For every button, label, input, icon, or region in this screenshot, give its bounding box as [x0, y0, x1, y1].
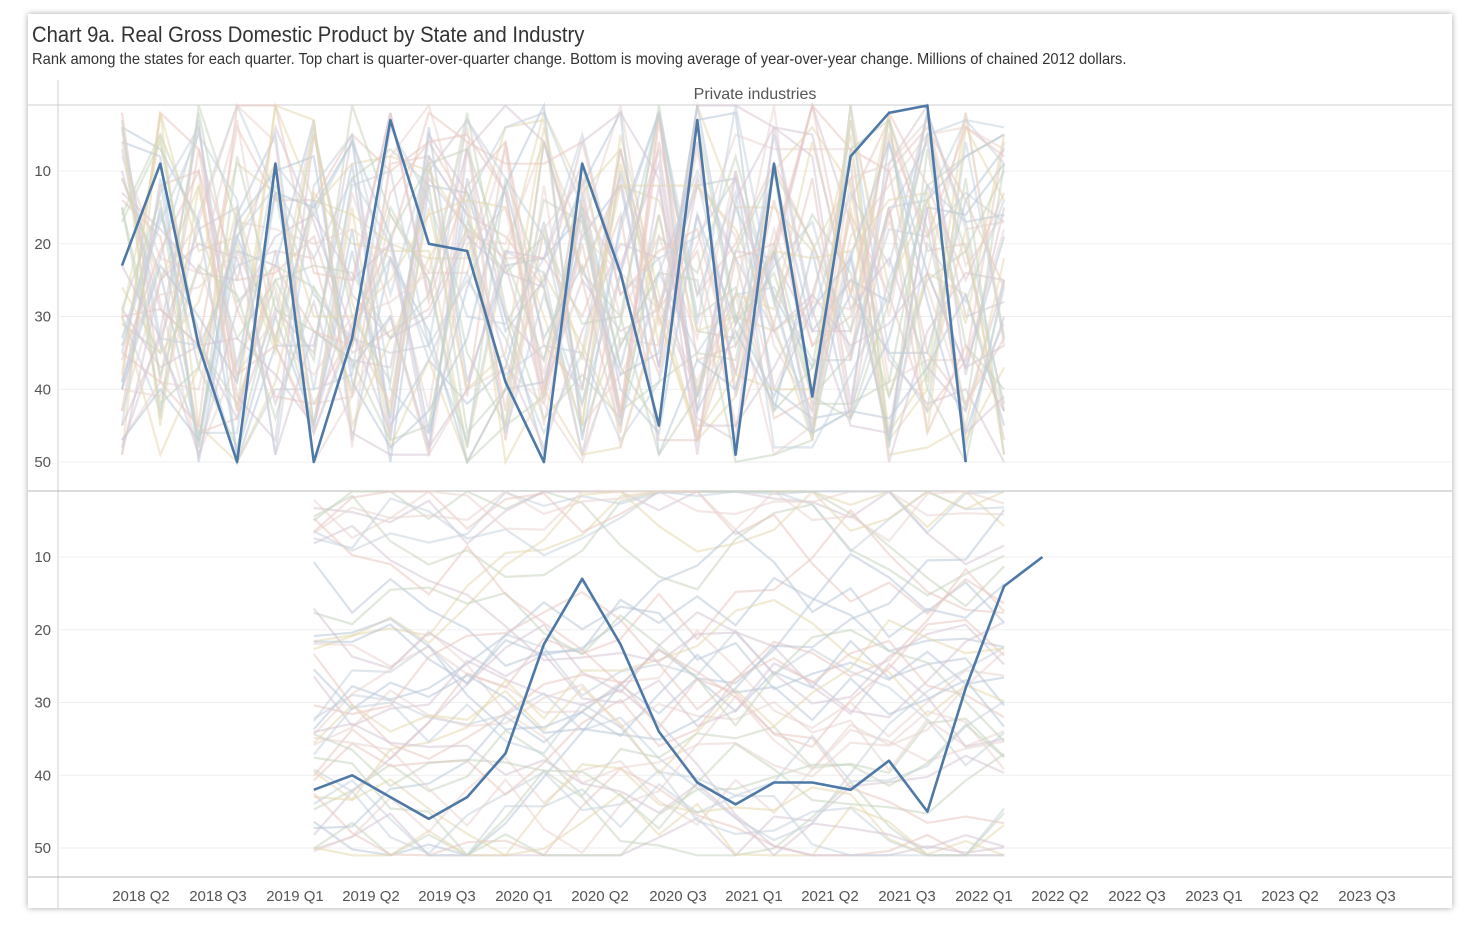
top-background-series-line [120, 127, 1006, 458]
top-y-tick-label: 10 [34, 163, 51, 180]
top-background-series-line [121, 127, 1005, 459]
bottom-background-series-line [313, 590, 1005, 719]
bottom-background-series-line [313, 722, 1005, 857]
top-y-tick-label: 40 [34, 381, 51, 398]
bottom-background-series-line [313, 524, 1005, 705]
x-tick-label: 2023 Q2 [1261, 888, 1319, 905]
bottom-background-series-line [313, 779, 1005, 857]
bottom-background-series-line [313, 723, 1005, 857]
x-tick-label: 2020 Q3 [649, 888, 707, 905]
x-tick-label: 2022 Q1 [955, 888, 1013, 905]
top-background-series-line [121, 104, 1006, 429]
bottom-background-series-line [312, 700, 1005, 797]
top-background-series-line [120, 108, 1005, 455]
bottom-background-series-line [313, 650, 1005, 855]
top-y-tick-label: 50 [34, 454, 51, 471]
chart-title: Chart 9a. Real Gross Domestic Product by… [32, 22, 585, 47]
bottom-background-series-line [312, 618, 1005, 761]
chart-subtitle: Rank among the states for each quarter. … [32, 51, 1127, 68]
x-tick-label: 2021 Q1 [725, 888, 783, 905]
bottom-background-series-line [313, 517, 1005, 825]
top-background-series-line [120, 119, 1006, 429]
top-background-series-line [120, 101, 1006, 441]
x-tick-label: 2021 Q3 [878, 888, 936, 905]
facet-label: Private industries [694, 86, 817, 103]
bottom-y-tick-label: 10 [34, 549, 51, 566]
bottom-y-tick-label: 20 [34, 622, 51, 639]
bottom-highlight-series-line [313, 555, 1044, 821]
x-tick-label: 2020 Q1 [495, 888, 553, 905]
bottom-background-series-line [313, 552, 1005, 857]
bottom-background-series-line [313, 490, 1005, 597]
bottom-y-tick-label: 50 [34, 840, 51, 857]
x-tick-label: 2023 Q1 [1185, 888, 1243, 905]
x-tick-label: 2018 Q3 [189, 888, 247, 905]
bottom-y-tick-label: 30 [34, 695, 51, 712]
bottom-background-series-line [313, 733, 1005, 831]
bottom-background-series-line [313, 618, 1005, 776]
bottom-background-series-line [312, 607, 1005, 728]
x-tick-label: 2020 Q2 [571, 888, 629, 905]
top-background-series-line [120, 103, 1006, 466]
bottom-background-series-line [313, 717, 1005, 811]
top-background-series-line [120, 111, 1005, 455]
x-tick-label: 2019 Q2 [342, 888, 400, 905]
bottom-background-series-line [313, 490, 1005, 543]
x-tick-label: 2022 Q3 [1108, 888, 1166, 905]
bottom-background-series-line [313, 769, 1005, 857]
bottom-background-series-line [313, 617, 1005, 738]
top-background-series-line [120, 141, 1006, 437]
bottom-y-tick-label: 40 [34, 767, 51, 784]
bottom-background-series-line [313, 489, 1005, 651]
top-background-series-line [120, 105, 1005, 441]
x-tick-label: 2022 Q2 [1031, 888, 1089, 905]
bottom-background-series-line [313, 763, 1005, 857]
x-tick-label: 2019 Q1 [266, 888, 324, 905]
bottom-background-series-line [313, 528, 1005, 685]
top-y-tick-label: 30 [34, 309, 51, 326]
top-highlight-series-line [120, 104, 967, 464]
x-tick-label: 2018 Q2 [112, 888, 170, 905]
x-tick-label: 2023 Q3 [1338, 888, 1396, 905]
bottom-background-series-line [313, 586, 1005, 743]
bottom-background-series-line [312, 601, 1005, 731]
bottom-background-series-line [313, 509, 1005, 741]
x-tick-label: 2021 Q2 [801, 888, 859, 905]
top-y-tick-label: 20 [34, 236, 51, 253]
bottom-background-series-line [313, 770, 1005, 857]
x-tick-label: 2019 Q3 [418, 888, 476, 905]
